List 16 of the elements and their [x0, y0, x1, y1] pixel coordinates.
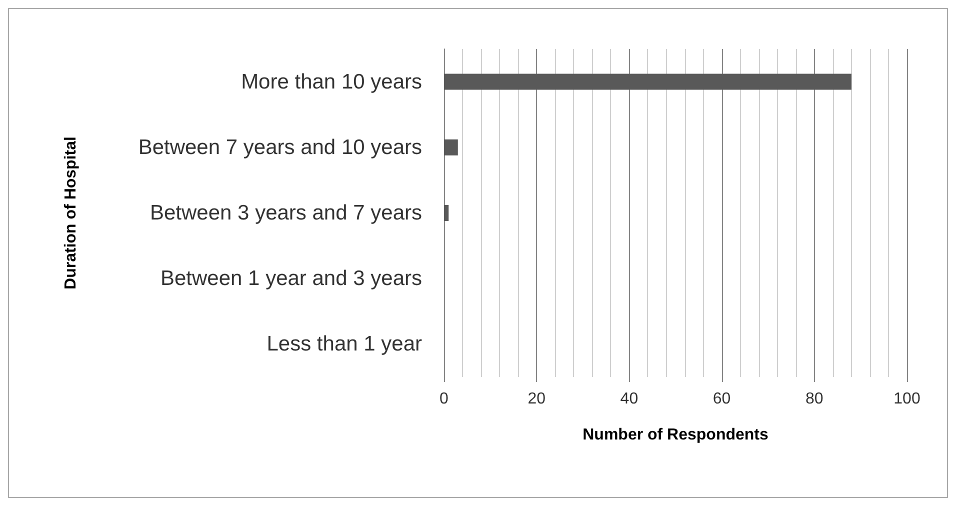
y-tick-label: More than 10 years [241, 70, 422, 94]
x-axis-title: Number of Respondents [582, 426, 768, 444]
bar [444, 74, 852, 90]
y-tick-label: Between 3 years and 7 years [150, 202, 422, 224]
x-tick-label: 100 [894, 390, 920, 408]
y-tick-label: Between 1 year and 3 years [160, 267, 422, 290]
x-tick-label: 60 [712, 390, 731, 408]
bar [444, 139, 458, 156]
y-axis-title: Duration of Hospital [62, 136, 80, 290]
x-tick-label: 80 [806, 390, 824, 408]
x-tick-label: 40 [620, 390, 638, 408]
y-tick-label: Between 7 years and 10 years [138, 136, 422, 159]
x-tick-label: 0 [440, 390, 449, 408]
x-tick-label: 20 [528, 390, 546, 408]
y-tick-label: Less than 1 year [266, 332, 422, 356]
bar [444, 205, 449, 221]
